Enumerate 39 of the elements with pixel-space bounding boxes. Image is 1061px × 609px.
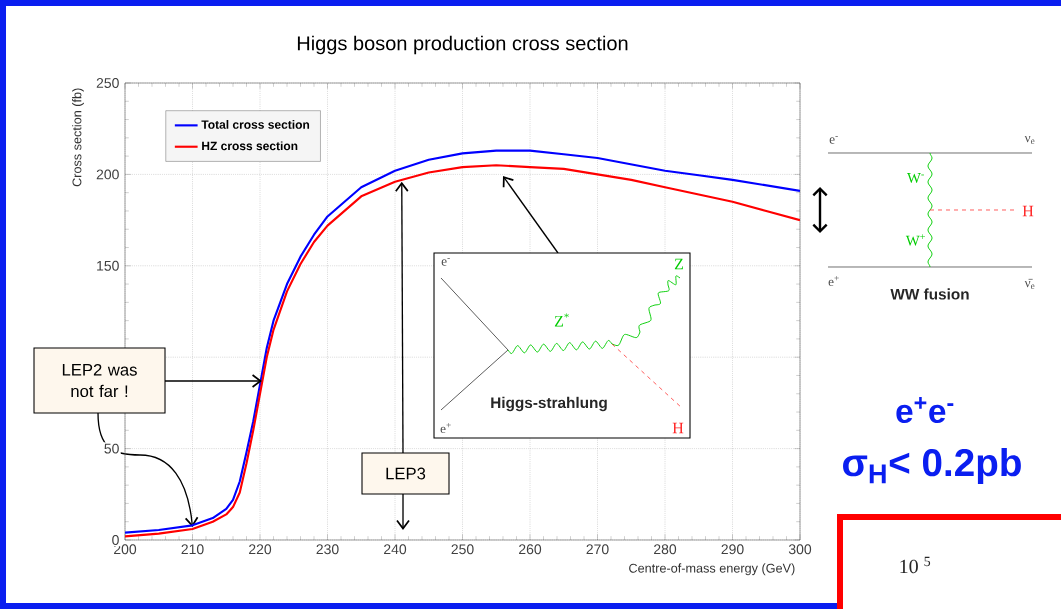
y-axis-title: Cross section (fb) bbox=[72, 88, 84, 187]
x-tick-label: 230 bbox=[316, 544, 339, 555]
annotation: LEP2 was not far ! bbox=[62, 363, 137, 398]
y-tick-label: 0 bbox=[112, 535, 119, 545]
text: W$^{-}$ bbox=[907, 173, 924, 183]
text: σ$_{H}$< 0.2pb bbox=[843, 447, 1021, 485]
y-tick-label: 200 bbox=[96, 169, 119, 180]
x-tick-label: 220 bbox=[249, 544, 272, 555]
x-tick-label: 250 bbox=[451, 544, 474, 555]
legend-label: HZ cross section bbox=[202, 141, 298, 151]
y-tick-label: 150 bbox=[97, 260, 119, 271]
text: ν̄$_{e}$ bbox=[1024, 278, 1035, 290]
annotation: Z$^{*}$ bbox=[554, 313, 569, 327]
x-tick-label: 300 bbox=[788, 544, 812, 555]
y-tick-label: 250 bbox=[96, 78, 119, 88]
text: e$^{+}$e$^{-}$ bbox=[896, 396, 954, 424]
y-tick-label: 50 bbox=[104, 443, 119, 454]
x-tick-label: 260 bbox=[519, 544, 542, 555]
annotation: Higgs-strahlung bbox=[491, 396, 607, 412]
annotation: e$^{+}$ bbox=[440, 422, 451, 434]
x-tick-label: 270 bbox=[586, 544, 609, 555]
text: e$^{-}$ bbox=[829, 136, 838, 144]
annotation: H bbox=[672, 422, 684, 434]
x-tick-label: 240 bbox=[384, 544, 407, 555]
annotation: Z bbox=[674, 258, 684, 270]
x-tick-label: 210 bbox=[181, 544, 204, 555]
annotation: LEP3 bbox=[386, 467, 426, 480]
text: H bbox=[1022, 205, 1034, 217]
annotation: e$^{-}$ bbox=[441, 258, 450, 266]
chart-title: Higgs boson production cross section bbox=[297, 35, 628, 55]
text: W$^{+}$ bbox=[905, 234, 925, 246]
legend-label: Total cross section bbox=[201, 120, 310, 129]
text: ν$_{e}$ bbox=[1024, 135, 1035, 145]
text: e$^{+}$ bbox=[828, 275, 839, 287]
x-tick-label: 280 bbox=[654, 544, 677, 555]
text: 10 $^{5}$ bbox=[900, 556, 931, 574]
x-tick-label: 290 bbox=[721, 544, 744, 555]
x-axis-title: Centre-of-mass energy (GeV) bbox=[629, 563, 795, 576]
text: WW fusion bbox=[890, 288, 969, 300]
